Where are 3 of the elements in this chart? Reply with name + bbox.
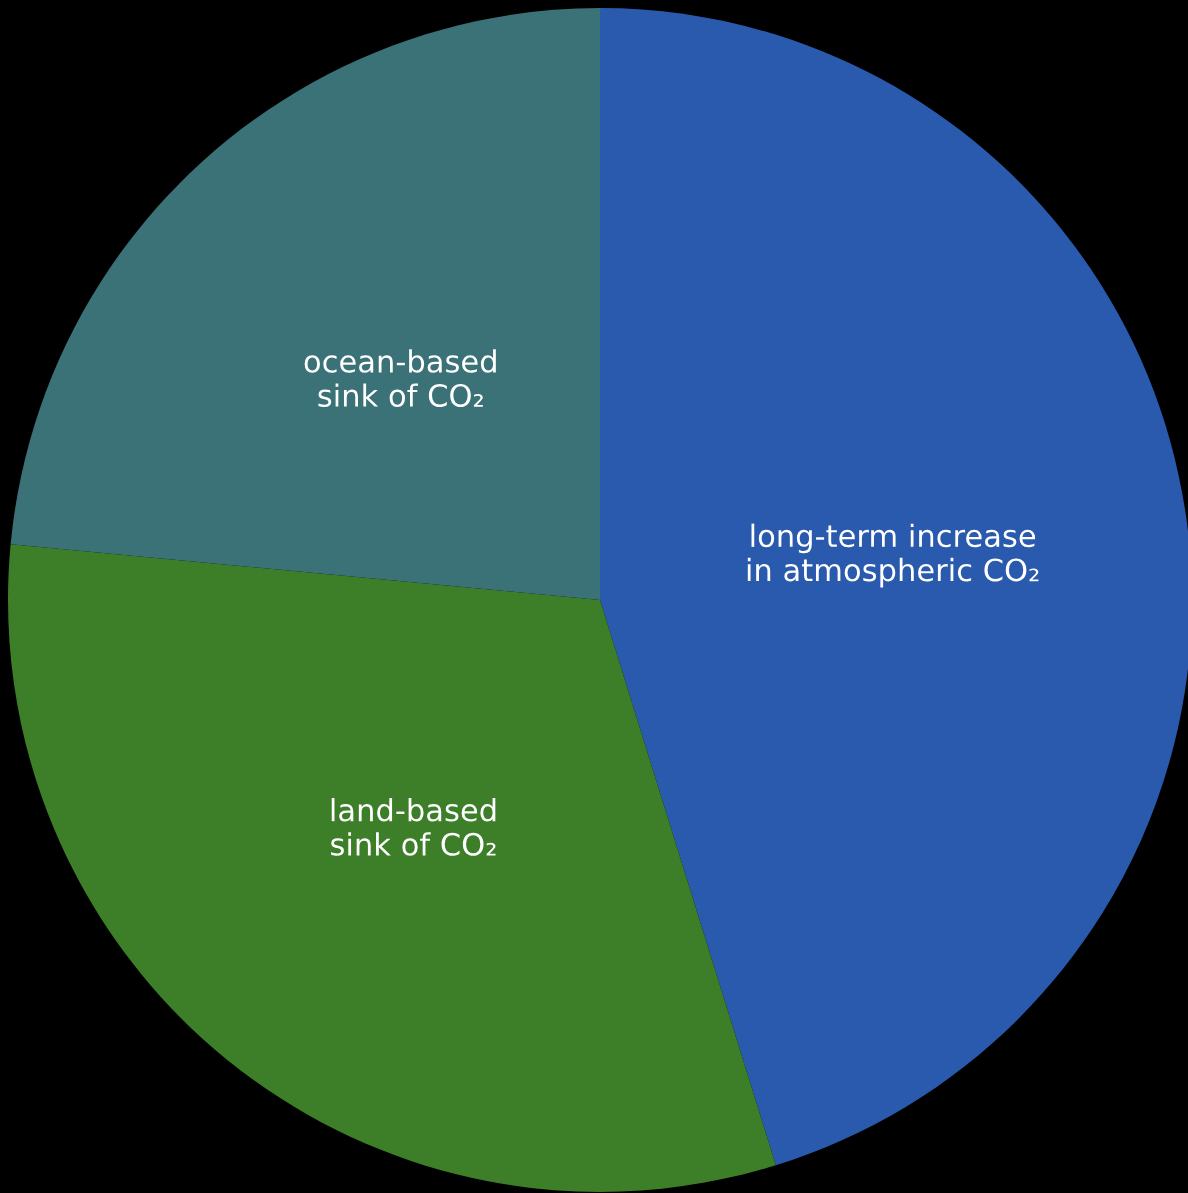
slice-label: land-based sink of CO₂ [331,797,496,856]
slice-label: long-term increase in atmospheric CO₂ [747,523,1039,588]
slice-label: ocean-based sink of CO₂ [304,349,496,408]
